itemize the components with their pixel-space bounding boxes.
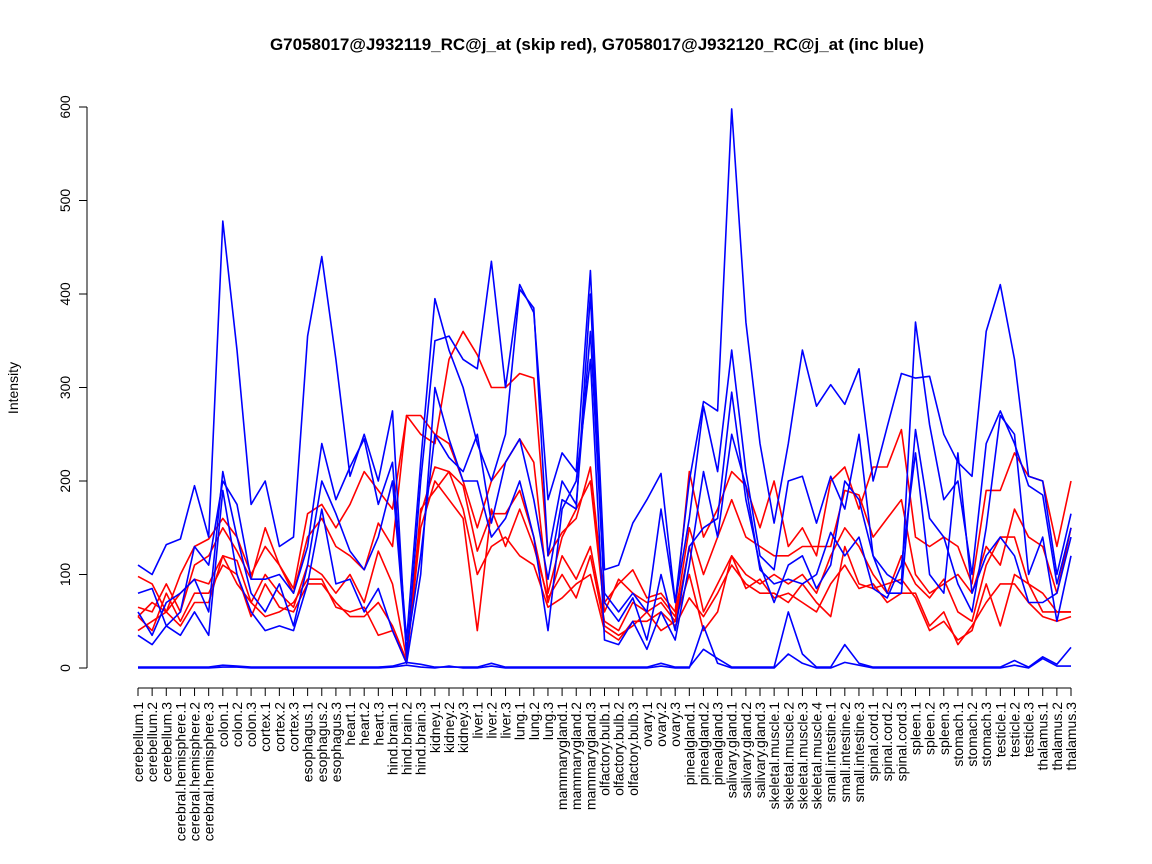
x-tick-label: cerebral.hemisphere.3 [201,702,217,842]
x-tick-label: cerebellum.1 [130,702,146,782]
x-tick-label: spleen.2 [922,702,938,755]
x-tick-label: liver.1 [469,702,485,739]
x-tick-label: stomach.2 [964,702,980,767]
x-tick-label: esophagus.3 [328,702,344,782]
x-tick-label: skeletal.muscle.2 [780,702,796,810]
x-tick-label: ovary.2 [653,702,669,747]
series-line-inc-8 [137,293,1072,651]
series-line-inc-11 [138,625,1071,669]
x-tick-label: colon.2 [229,702,245,747]
x-tick-label: ovary.3 [667,702,683,747]
series-line-inc-9 [137,358,1072,665]
x-tick-label: liver.2 [483,702,499,739]
x-tick-label: cerebral.hemisphere.1 [172,702,188,842]
x-tick-label: kidney.2 [441,702,457,753]
y-tick-label: 400 [57,282,73,306]
x-tick-label: kidney.3 [455,702,471,753]
x-tick-label: spinal.cord.3 [893,702,909,782]
x-tick-label: pinealgland.1 [681,702,697,786]
x-tick-label: olfactory.bulb.2 [611,702,627,796]
series-line-inc-6 [137,108,1072,660]
x-tick-label: colon.3 [243,702,259,747]
x-tick-label: mammarygland.1 [554,702,570,810]
x-tick-label: stomach.1 [950,702,966,767]
x-tick-label: lung.3 [540,702,556,740]
x-tick-label: small.intestine.3 [851,702,867,803]
series-line-inc-10 [138,611,1072,668]
x-tick-label: hind.brain.2 [399,702,415,775]
y-axis-label: Intensity [5,362,21,414]
x-tick-label: esophagus.1 [300,702,316,782]
x-tick-label: kidney.1 [427,702,443,753]
x-tick-label: ovary.1 [639,702,655,747]
x-tick-label: esophagus.2 [314,702,330,782]
x-tick-label: spleen.1 [908,702,924,755]
x-tick-label: hind.brain.3 [413,702,429,775]
x-tick-label: cortex.1 [257,702,273,752]
y-tick-label: 600 [57,95,73,119]
x-tick-label: heart.2 [356,702,372,746]
x-tick-label: small.intestine.1 [823,702,839,803]
x-tick-label: skeletal.muscle.1 [766,702,782,810]
x-tick-label: heart.1 [342,702,358,746]
x-tick-label: testicle.2 [1006,702,1022,757]
x-tick-label: skeletal.muscle.3 [794,702,810,810]
x-tick-label: stomach.3 [978,702,994,767]
x-tick-label: cerebral.hemisphere.2 [187,702,203,842]
x-tick-label: olfactory.bulb.1 [597,702,613,796]
x-tick-label: hind.brain.1 [384,702,400,775]
y-tick-label: 500 [57,189,73,213]
x-tick-label: spinal.cord.2 [879,702,895,782]
x-tick-label: thalamus.1 [1035,702,1051,771]
x-tick-label: small.intestine.2 [837,702,853,803]
x-tick-label: testicle.1 [992,702,1008,757]
x-tick-label: spinal.cord.1 [865,702,881,782]
x-tick-label: thalamus.3 [1063,702,1079,771]
y-tick-label: 0 [57,664,73,672]
x-tick-label: spleen.3 [936,702,952,755]
x-tick-label: thalamus.2 [1049,702,1065,771]
y-axis: 0 100 200 300 400 500 600 [57,95,88,672]
x-tick-label: olfactory.bulb.3 [625,702,641,796]
y-tick-label: 300 [57,376,73,400]
x-tick-label: salivary.gland.2 [738,702,754,798]
x-tick-label: heart.3 [370,702,386,746]
x-tick-label: skeletal.muscle.4 [809,702,825,810]
x-tick-label: salivary.gland.1 [724,702,740,798]
x-tick-label: cerebellum.2 [144,702,160,782]
x-tick-label: lung.1 [512,702,528,740]
x-tick-label: mammarygland.3 [582,702,598,810]
x-tick-label: cerebellum.3 [158,702,174,782]
series-line-skip-3 [137,466,1071,660]
x-tick-label: cortex.2 [271,702,287,752]
chart-title: G7058017@J932119_RC@j_at (skip red), G70… [270,35,924,54]
y-tick-label: 200 [57,469,73,493]
x-tick-label: pinealgland.2 [695,702,711,786]
x-tick-label: mammarygland.2 [568,702,584,810]
x-tick-label: colon.1 [215,702,231,747]
x-tick-label: salivary.gland.3 [752,702,768,798]
x-tick-label: pinealgland.3 [710,702,726,786]
x-axis: cerebellum.1cerebellum.2cerebellum.3cere… [130,687,1079,842]
x-tick-label: liver.3 [498,702,514,739]
series-group [137,108,1072,669]
x-tick-label: lung.2 [526,702,542,740]
y-tick-label: 100 [57,563,73,587]
x-tick-label: testicle.3 [1021,702,1037,757]
x-tick-label: cortex.3 [286,702,302,752]
